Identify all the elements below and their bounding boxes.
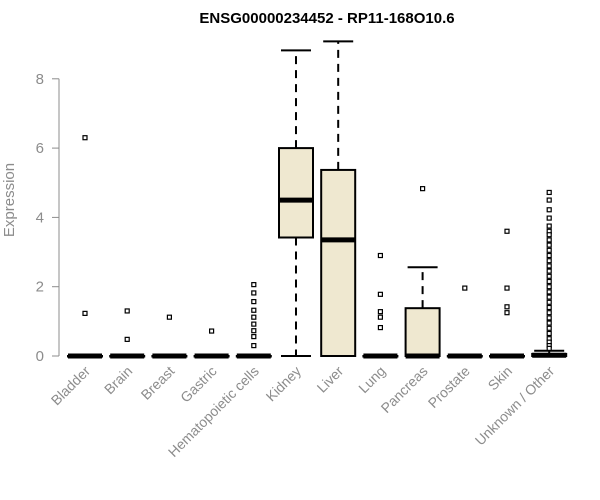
outlier-10-3 [504,310,510,316]
outlier-11-16 [546,284,552,290]
outlier-11-11 [546,258,552,264]
box-5 [278,49,314,357]
outlier-4-5 [251,321,257,327]
outlier-11-19 [546,299,552,305]
x-tick-label-0: Bladder [48,363,94,409]
y-tick-label-4: 8 [36,71,44,88]
outlier-3-0 [209,328,215,334]
outlier-7-0 [377,252,383,259]
box-10 [489,228,525,359]
box-11 [531,189,568,358]
outlier-11-1 [546,197,552,203]
x-tick-label-7: Lung [355,363,388,396]
outlier-11-18 [546,294,552,300]
outlier-1-1 [124,336,130,342]
outlier-10-1 [504,285,510,291]
outlier-11-14 [546,273,552,279]
outlier-4-1 [251,290,257,296]
box-4 [235,282,272,359]
outlier-4-0 [251,282,257,288]
outlier-4-8 [251,343,257,349]
outlier-7-4 [377,324,383,331]
outlier-11-4 [546,223,552,229]
outlier-4-4 [251,314,257,320]
outlier-11-10 [546,252,552,259]
outlier-10-0 [504,228,510,234]
x-tick-label-10: Skin [485,363,516,394]
y-tick-label-0: 0 [36,348,44,365]
outlier-11-2 [546,207,552,213]
outlier-11-24 [546,325,552,331]
box-0 [67,135,103,359]
x-tick-label-9: Prostate [425,363,473,411]
y-axis-label: Expression [1,163,18,237]
box-6 [320,40,357,357]
outlier-4-6 [251,328,257,334]
outlier-11-7 [546,237,552,243]
outlier-11-15 [546,278,552,285]
outlier-11-23 [546,320,552,326]
outlier-11-8 [546,242,552,248]
outlier-4-2 [251,298,257,305]
outlier-11-3 [546,215,552,221]
box-8 [404,186,441,359]
box-rect-5 [278,147,314,239]
x-tick-label-6: Liver [314,363,347,396]
box-rect-6 [320,168,357,357]
box-3 [193,328,230,359]
outlier-7-3 [377,314,383,320]
box-1 [109,308,146,359]
outlier-11-29 [546,345,552,351]
outlier-2-0 [166,314,172,320]
outlier-11-9 [546,247,552,253]
outlier-11-17 [546,289,552,295]
outlier-11-21 [546,310,552,316]
y-tick-label-3: 6 [36,140,44,157]
outlier-0-0 [82,135,88,141]
outlier-0-1 [82,310,88,316]
box-9 [446,285,483,359]
y-tick-label-1: 2 [36,279,44,296]
x-tick-label-2: Breast [138,363,178,403]
chart-title: ENSG00000234452 - RP11-168O10.6 [199,10,454,27]
y-axis: 0 2 4 6 8 [36,71,60,365]
x-tick-label-5: Kidney [263,363,305,405]
outlier-7-2 [377,309,383,315]
outlier-8-0 [420,186,426,192]
outlier-4-7 [251,333,257,340]
y-tick-label-2: 4 [36,209,44,226]
box-2 [151,314,188,359]
outlier-11-13 [546,268,552,274]
outlier-9-0 [462,285,468,291]
outlier-11-22 [546,315,552,321]
outlier-11-0 [546,189,552,196]
outlier-11-25 [546,330,552,337]
outlier-10-2 [504,304,510,310]
x-tick-label-8: Pancreas [378,363,431,416]
outlier-7-1 [377,291,383,297]
box-7 [362,252,399,359]
box-group [67,40,568,359]
outlier-1-0 [124,308,130,314]
x-tick-label-11: Unknown / Other [472,363,558,449]
outlier-11-20 [546,304,552,311]
outlier-11-12 [546,263,552,269]
outlier-11-6 [546,232,552,238]
x-tick-label-1: Brain [101,363,135,397]
box-rect-8 [404,307,441,358]
outlier-4-3 [251,307,257,313]
